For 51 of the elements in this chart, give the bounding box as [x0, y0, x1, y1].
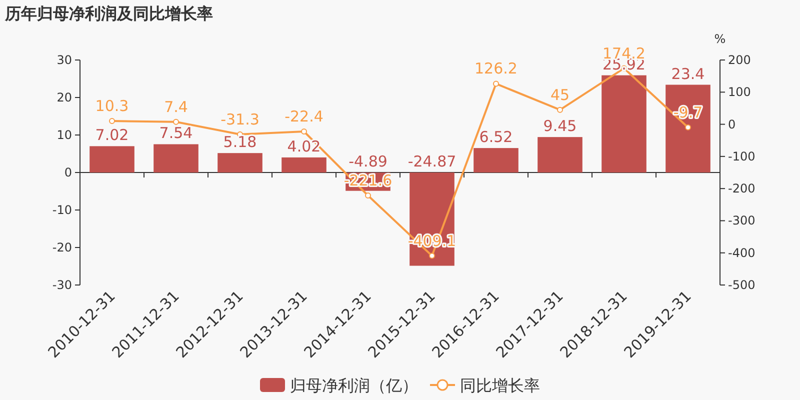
y2-axis-title: % [714, 32, 726, 46]
data-label: -31.3 [220, 110, 260, 128]
data-label: 23.4 [671, 64, 705, 83]
point [557, 106, 563, 113]
bar [474, 148, 518, 172]
y2-tick-label: -100 [728, 149, 756, 164]
point [173, 118, 179, 125]
y-tick-label: 0 [64, 166, 72, 180]
y-tick-label: -30 [52, 278, 72, 292]
chart-title: 历年归母净利润及同比增长率 [4, 4, 213, 23]
y-tick-label: -20 [52, 240, 72, 254]
bar [90, 146, 134, 172]
data-label: -9.7 [673, 103, 703, 122]
bar [538, 137, 582, 172]
legend-label: 归母净利润（亿） [290, 376, 418, 395]
y2-tick-label: 100 [728, 85, 751, 100]
data-label: 6.52 [479, 128, 513, 146]
y-tick-label: 30 [56, 53, 72, 67]
bar [154, 144, 198, 172]
data-label: 7.02 [95, 126, 129, 144]
y-tick-label: -10 [52, 203, 72, 217]
data-label: 5.18 [223, 133, 257, 152]
bar [282, 157, 326, 172]
y2-tick-label: -300 [728, 214, 756, 228]
y-tick-label: 20 [56, 90, 72, 104]
data-label: 45 [550, 86, 570, 104]
y2-tick-label: 200 [728, 53, 751, 67]
bar [218, 153, 262, 172]
y2-tick-label: -400 [728, 246, 756, 260]
data-label: -22.4 [284, 107, 324, 126]
data-label: 9.45 [543, 117, 577, 136]
y-tick-label: 10 [56, 128, 72, 142]
data-label: 126.2 [474, 60, 518, 78]
y2-tick-label: -500 [728, 278, 756, 292]
legend-label: 同比增长率 [460, 376, 540, 395]
data-label: 7.54 [159, 124, 193, 142]
bar [602, 75, 646, 172]
data-label: -4.89 [348, 152, 388, 170]
data-label: 4.02 [287, 137, 321, 156]
point [301, 128, 307, 134]
data-label: -24.87 [408, 152, 456, 170]
bar [666, 84, 710, 172]
data-label: 7.4 [164, 98, 188, 116]
y2-tick-label: 0 [728, 117, 736, 132]
point [493, 80, 499, 87]
y2-tick-label: -200 [728, 182, 756, 196]
point [109, 118, 115, 124]
point [685, 124, 691, 130]
point [429, 252, 435, 259]
point [365, 192, 371, 199]
data-label: 10.3 [95, 96, 129, 115]
